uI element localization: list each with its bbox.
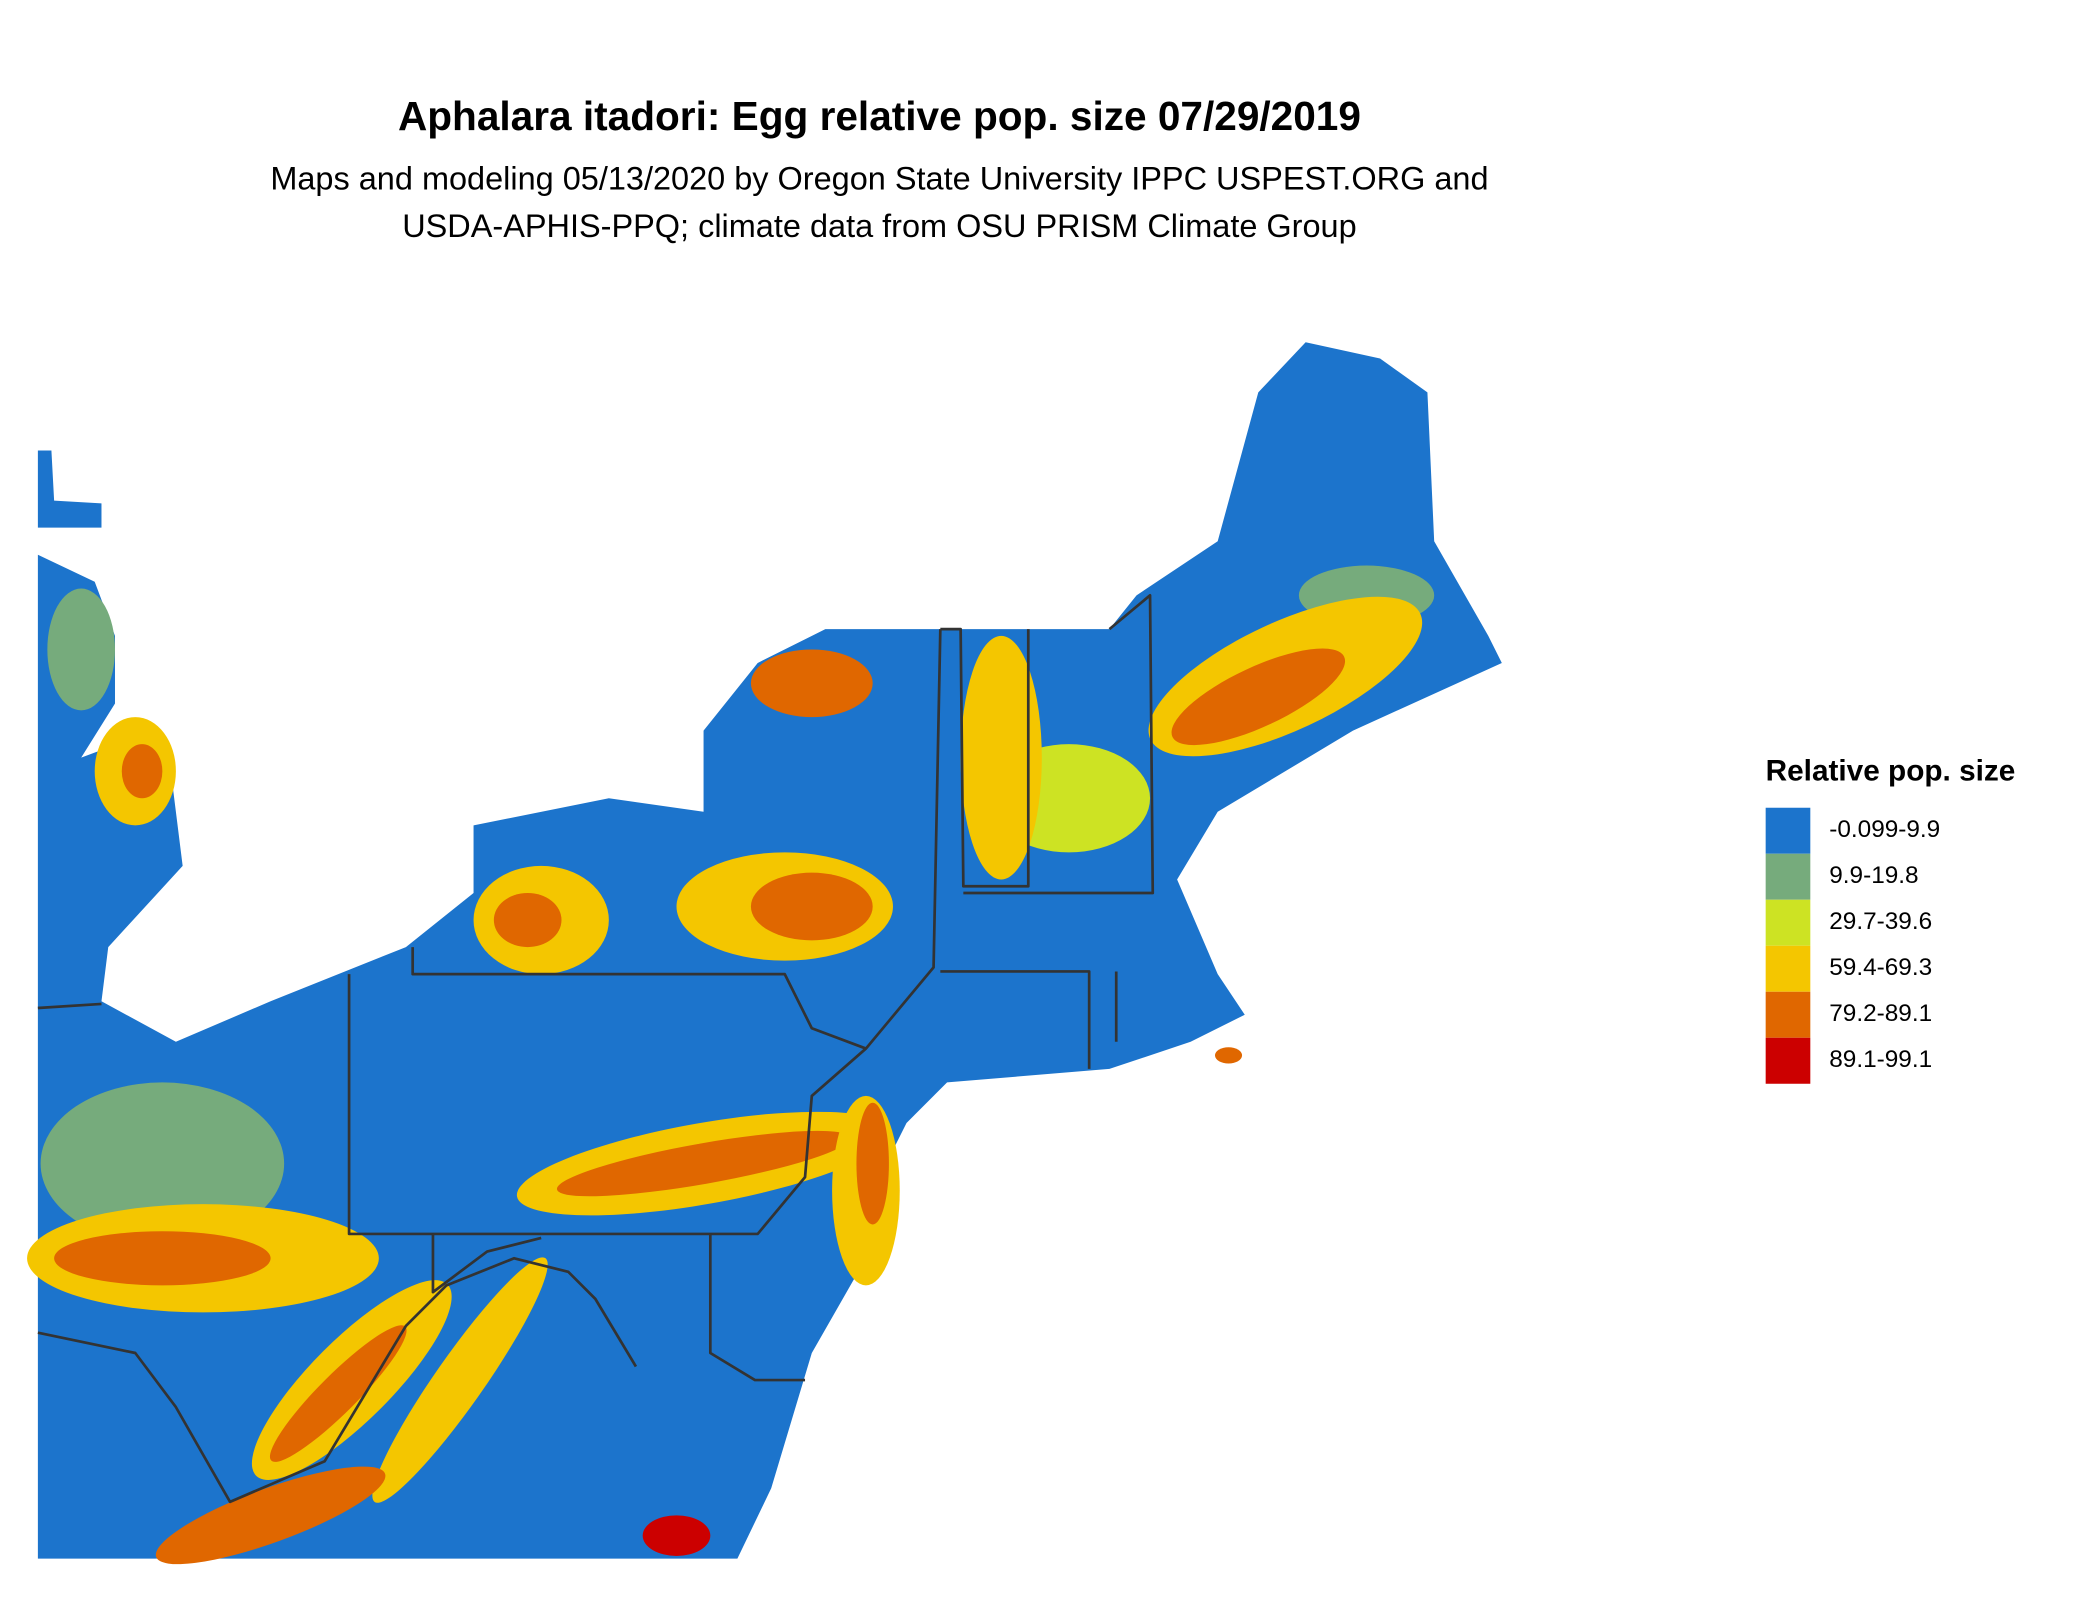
region [750,872,873,941]
region [1214,1047,1243,1064]
region [372,1257,548,1503]
legend-label: -0.099-9.9 [1829,816,1940,843]
land [37,450,102,528]
state-border [940,970,1091,1069]
state-border [37,1256,638,1504]
region [54,1231,271,1286]
region [269,1325,407,1462]
legend-swatch [1765,899,1811,946]
map [27,342,1502,1565]
legend: Relative pop. size -0.099-9.9 9.9-19.8 29.… [1765,755,2016,1084]
legend-label: 59.4-69.3 [1829,954,1932,981]
region [642,1515,711,1556]
region [1171,648,1346,746]
subtitle-line: USDA-APHIS-PPQ; climate data from OSU PR… [402,208,1356,244]
state-border [347,629,942,1236]
legend-swatch [1765,991,1811,1038]
region [40,1082,285,1245]
legend-title: Relative pop. size [1766,755,2016,788]
legend-swatch [1765,945,1811,992]
region [750,649,873,718]
legend-swatch [1765,1037,1811,1084]
legend-swatch [1765,853,1811,900]
subtitle-line: Maps and modeling 05/13/2020 by Oregon S… [270,160,1488,196]
region [493,892,562,948]
state-border [940,627,1030,888]
region [121,744,163,799]
legend-swatch [1765,807,1811,854]
figure: Aphalara itadori: Egg relative pop. size… [27,93,2016,1565]
state-border [411,947,867,1050]
state-border [963,593,1155,895]
state-border [708,1233,806,1382]
legend-label: 9.9-19.8 [1829,862,1918,889]
state-border [37,1002,102,1010]
region [556,1130,851,1197]
region [155,1466,386,1565]
legend-label: 29.7-39.6 [1829,908,1932,935]
region [856,1102,889,1225]
legend-label: 89.1-99.1 [1829,1046,1932,1073]
region [47,588,116,711]
map-title: Aphalara itadori: Egg relative pop. size… [398,93,1361,139]
state-border [431,1233,542,1294]
legend-label: 79.2-89.1 [1829,1000,1932,1027]
region [960,635,1042,880]
